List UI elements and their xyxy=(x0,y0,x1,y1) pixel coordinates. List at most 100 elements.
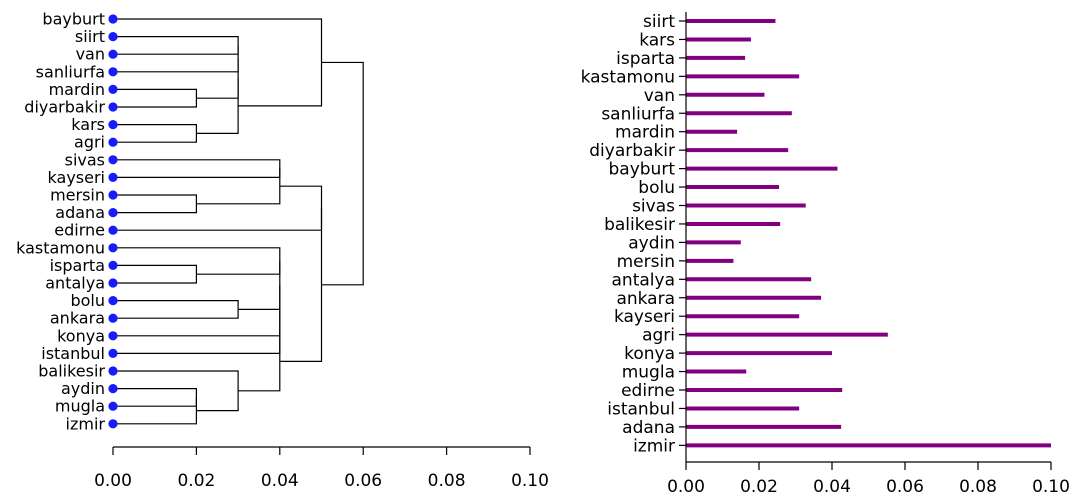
x-tick-label: 0.00 xyxy=(667,477,705,497)
category-label: agri xyxy=(642,326,675,346)
x-tick-label: 0.04 xyxy=(261,471,299,491)
dendrogram-link xyxy=(113,264,197,284)
dendrogram-link xyxy=(238,331,281,392)
dendrogram-link xyxy=(196,78,239,134)
leaf-marker xyxy=(108,120,118,130)
category-label: bayburt xyxy=(609,160,676,180)
dendrogram-link xyxy=(279,208,323,362)
category-label: ankara xyxy=(616,289,675,309)
dendrogram-link xyxy=(113,124,197,143)
dendrogram-panel: bayburtsiirtvansanliurfamardindiyarbakir… xyxy=(16,10,549,492)
dendrogram-link xyxy=(196,168,281,205)
leaf-label: bolu xyxy=(70,291,105,310)
leaf-marker xyxy=(108,208,118,218)
leaf-label: sivas xyxy=(65,150,105,169)
leaf-label: kastamonu xyxy=(16,238,105,257)
leaf-marker xyxy=(108,401,118,411)
leaf-marker xyxy=(108,67,118,77)
dendrogram-links xyxy=(113,18,364,425)
category-label: kayseri xyxy=(614,307,675,327)
leaf-label: antalya xyxy=(45,274,105,293)
x-tick-label: 0.10 xyxy=(511,471,549,491)
x-tick-label: 0.02 xyxy=(177,471,215,491)
dendrogram-link xyxy=(113,185,323,231)
leaf-label: istanbul xyxy=(41,344,105,363)
category-label: aydin xyxy=(628,233,675,253)
x-tick-label: 0.06 xyxy=(344,471,382,491)
x-tick-label: 0.10 xyxy=(1032,477,1070,497)
leaf-label: siirt xyxy=(75,27,105,46)
category-label: adana xyxy=(622,418,675,438)
x-tick-label: 0.00 xyxy=(94,471,132,491)
category-label: edirne xyxy=(621,381,675,401)
leaf-marker xyxy=(108,155,118,165)
dendrogram-link xyxy=(113,300,239,319)
leaf-label: kars xyxy=(71,115,105,134)
category-label: izmir xyxy=(633,436,675,456)
leaf-marker xyxy=(108,278,118,288)
leaf-marker xyxy=(108,366,118,376)
dendrogram-link xyxy=(196,58,239,99)
category-label: sanliurfa xyxy=(601,104,675,124)
leaf-marker xyxy=(108,313,118,323)
dendrogram-link xyxy=(113,88,197,108)
x-tick-label: 0.04 xyxy=(813,477,851,497)
leaf-label: diyarbakir xyxy=(24,98,105,117)
leaf-marker xyxy=(108,49,118,59)
category-label: siirt xyxy=(643,12,675,32)
dendrogram-link xyxy=(321,61,364,286)
category-label: kars xyxy=(639,30,675,50)
leaf-label: agri xyxy=(74,133,105,152)
category-label: antalya xyxy=(612,270,675,290)
bar-chart-x-axis: 0.00 0.02 0.04 0.06 0.08 0.10 xyxy=(667,12,1070,497)
x-tick-label: 0.08 xyxy=(428,471,466,491)
leaf-marker xyxy=(108,243,118,253)
leaf-label: mersin xyxy=(50,186,105,205)
leaf-label: sanliurfa xyxy=(36,62,105,81)
category-label: kastamonu xyxy=(581,67,675,87)
leaf-marker xyxy=(108,84,118,94)
category-label: mardin xyxy=(615,123,675,143)
bar-chart-category-labels: siirtkarsispartakastamonuvansanliurfamar… xyxy=(581,12,686,456)
category-label: isparta xyxy=(616,49,675,69)
category-label: mugla xyxy=(622,363,675,383)
x-tick-label: 0.06 xyxy=(886,477,924,497)
category-label: balikesir xyxy=(604,215,675,235)
dendrogram-link xyxy=(238,261,281,310)
dendrogram-link xyxy=(113,18,323,107)
dendrogram-link xyxy=(113,45,239,73)
leaf-label: balikesir xyxy=(38,362,105,381)
category-label: istanbul xyxy=(607,399,675,419)
bar-chart-panel: siirtkarsispartakastamonuvansanliurfamar… xyxy=(581,12,1070,497)
category-label: mersin xyxy=(617,252,675,272)
leaf-marker xyxy=(108,14,118,24)
dendrogram-link xyxy=(113,159,281,178)
x-tick-label: 0.08 xyxy=(959,477,997,497)
dendrogram-link xyxy=(113,36,239,55)
leaf-label: kayseri xyxy=(48,168,105,187)
leaf-label: izmir xyxy=(66,414,106,433)
leaf-label: konya xyxy=(57,326,105,345)
x-tick-label: 0.02 xyxy=(740,477,778,497)
leaf-label: edirne xyxy=(54,221,105,240)
leaf-marker xyxy=(108,419,118,429)
leaf-label: van xyxy=(76,45,105,64)
category-label: bolu xyxy=(638,178,675,198)
dendrogram-x-axis: 0.00 0.02 0.04 0.06 0.08 0.10 xyxy=(94,446,549,491)
dendrogram-leaves: bayburtsiirtvansanliurfamardindiyarbakir… xyxy=(16,10,118,433)
leaf-marker xyxy=(108,102,118,112)
leaf-marker xyxy=(108,384,118,394)
leaf-marker xyxy=(108,331,118,341)
dendrogram-link xyxy=(113,397,197,425)
dendrogram-link xyxy=(113,370,239,412)
leaf-label: ankara xyxy=(50,309,105,328)
leaf-marker xyxy=(108,190,118,200)
category-label: diyarbakir xyxy=(589,141,675,161)
leaf-label: isparta xyxy=(50,256,105,275)
dendrogram-link xyxy=(113,194,197,214)
leaf-label: mardin xyxy=(49,80,105,99)
leaf-marker xyxy=(108,137,118,147)
leaf-marker xyxy=(108,172,118,182)
category-label: konya xyxy=(624,344,675,364)
